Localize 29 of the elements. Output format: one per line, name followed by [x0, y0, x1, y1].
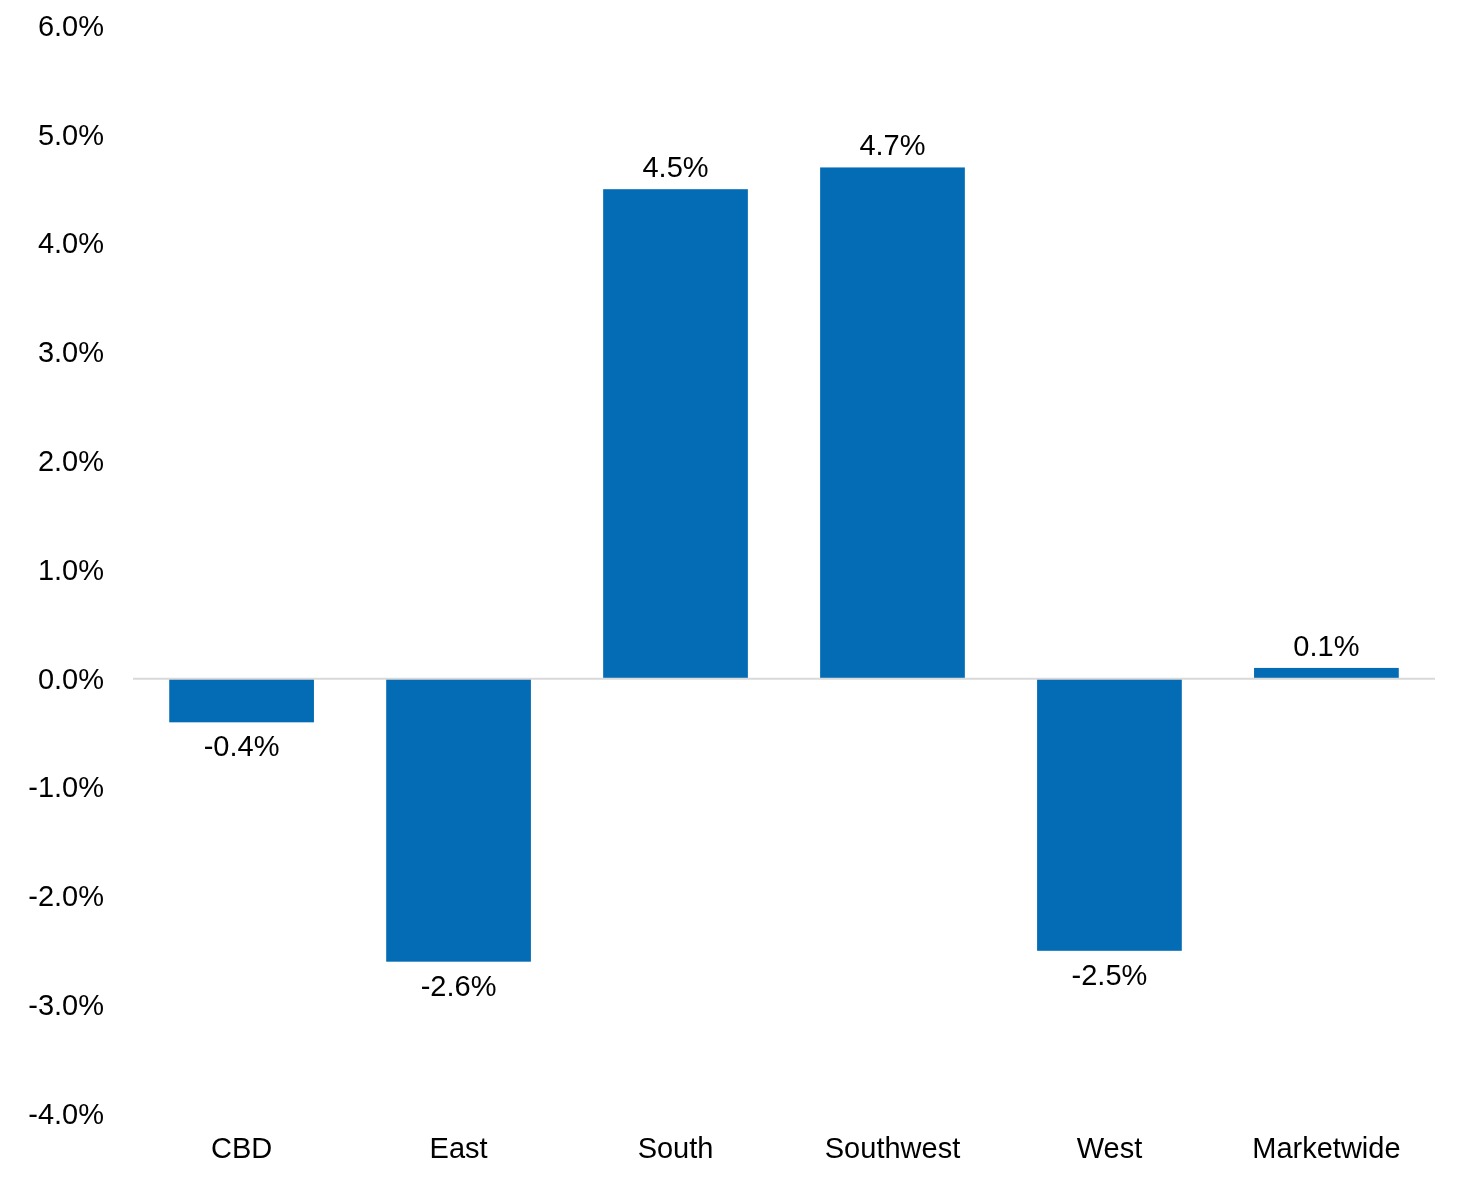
y-tick-label: 5.0% [37, 118, 104, 151]
x-tick-label: Marketwide [1252, 1132, 1401, 1164]
data-label: -0.4% [203, 730, 280, 763]
data-label: 4.5% [642, 151, 709, 184]
x-tick-label: CBD [210, 1132, 273, 1164]
y-tick-label: 1.0% [37, 553, 104, 586]
x-tick-label: South [637, 1132, 714, 1164]
y-tick-label: 0.0% [37, 662, 104, 695]
bar [1037, 678, 1182, 951]
bar [169, 678, 314, 723]
bar [820, 167, 965, 679]
data-label: -2.5% [1071, 958, 1148, 991]
data-label: -2.6% [420, 969, 497, 1002]
y-tick-label: 6.0% [37, 9, 104, 42]
y-tick-label: -2.0% [28, 880, 104, 913]
y-tick-label: -3.0% [28, 988, 104, 1021]
x-tick-label: East [429, 1132, 488, 1164]
y-tick-label: 2.0% [37, 444, 104, 477]
data-label: 4.7% [859, 129, 926, 162]
x-tick-label: West [1076, 1132, 1143, 1164]
bar [1254, 667, 1399, 679]
y-tick-label: 4.0% [37, 227, 104, 260]
y-tick-label: -1.0% [28, 771, 104, 804]
x-tick-label: Southwest [824, 1132, 961, 1164]
bar [603, 189, 748, 679]
y-tick-label: -4.0% [28, 1097, 104, 1130]
y-tick-label: 3.0% [37, 336, 104, 369]
data-label: 0.1% [1293, 629, 1360, 662]
bar [386, 678, 531, 962]
